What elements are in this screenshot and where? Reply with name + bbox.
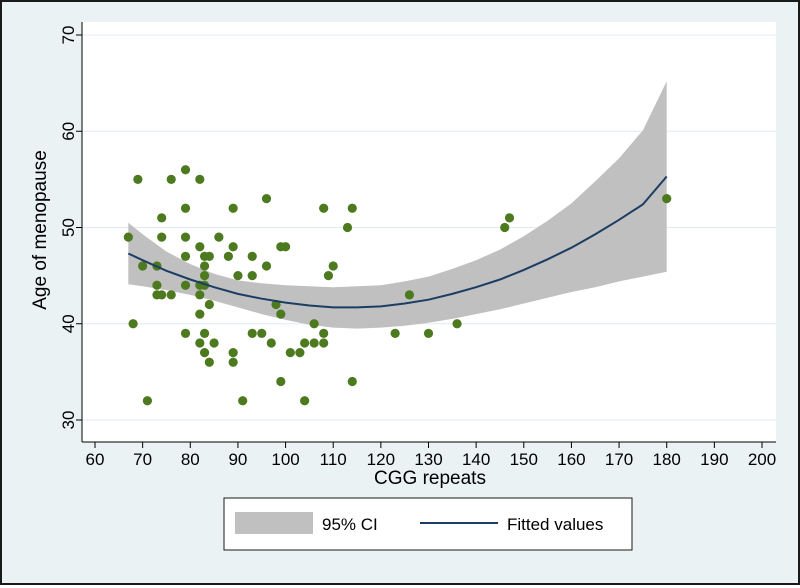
data-point — [247, 328, 257, 338]
data-point — [138, 261, 148, 271]
y-axis-label: Age of menopause — [30, 150, 51, 310]
data-point — [300, 338, 310, 348]
data-point — [214, 232, 224, 242]
x-tick-label: 200 — [748, 450, 776, 469]
data-point — [166, 174, 176, 184]
data-point — [347, 376, 357, 387]
data-point — [204, 299, 214, 310]
x-tick-label: 170 — [605, 450, 633, 469]
data-point — [199, 261, 210, 271]
data-point — [199, 348, 210, 358]
data-point — [257, 328, 267, 338]
legend-ci-label: 95% CI — [322, 515, 378, 534]
data-point — [276, 376, 286, 387]
data-point — [133, 174, 143, 184]
x-tick-label: 120 — [367, 450, 395, 469]
data-point — [157, 213, 167, 223]
y-tick-label: 60 — [59, 122, 78, 141]
data-point — [276, 309, 286, 319]
data-point — [423, 328, 434, 338]
data-point — [238, 396, 248, 406]
data-point — [266, 338, 276, 348]
data-point — [404, 290, 415, 300]
x-tick-label: 90 — [228, 450, 247, 469]
data-point — [504, 213, 515, 223]
data-point — [319, 338, 329, 348]
data-point — [342, 222, 353, 233]
data-point — [223, 251, 233, 261]
data-point — [199, 328, 210, 338]
x-tick-label: 160 — [557, 450, 585, 469]
data-point — [195, 242, 205, 252]
data-point — [261, 194, 272, 204]
data-point — [228, 348, 238, 358]
data-point — [123, 232, 133, 242]
data-point — [285, 348, 295, 358]
x-tick-label: 80 — [181, 450, 200, 469]
data-point — [247, 271, 257, 281]
data-point — [166, 290, 176, 300]
x-tick-label: 60 — [86, 450, 105, 469]
x-tick-label: 150 — [510, 450, 538, 469]
data-point — [452, 319, 462, 329]
data-point — [180, 203, 191, 213]
x-tick-label: 70 — [133, 450, 152, 469]
y-tick-label: 70 — [59, 26, 78, 45]
data-point — [199, 271, 210, 281]
x-axis-label: CGG repeats — [374, 468, 486, 489]
data-point — [309, 319, 319, 329]
data-point — [280, 242, 291, 252]
y-tick-label: 40 — [59, 314, 78, 333]
data-point — [228, 242, 238, 252]
data-point — [209, 338, 219, 348]
plot-area — [82, 22, 776, 442]
data-point — [180, 251, 191, 261]
legend-ci-swatch — [235, 512, 313, 534]
data-point — [152, 280, 162, 290]
data-point — [180, 328, 191, 338]
data-point — [180, 280, 191, 290]
data-point — [128, 319, 138, 329]
data-point — [323, 271, 334, 281]
data-point — [261, 261, 272, 271]
data-point — [319, 203, 329, 213]
x-tick-label: 140 — [462, 450, 490, 469]
data-point — [328, 261, 338, 271]
data-point — [180, 165, 191, 175]
data-point — [662, 194, 672, 204]
data-point — [195, 174, 205, 184]
x-tick-label: 100 — [271, 450, 299, 469]
data-point — [295, 348, 305, 358]
data-point — [319, 328, 329, 338]
data-point — [347, 203, 357, 213]
data-point — [180, 232, 191, 242]
data-point — [195, 309, 205, 319]
data-point — [157, 232, 167, 242]
data-point — [309, 338, 319, 348]
x-tick-label: 180 — [653, 450, 681, 469]
x-tick-label: 110 — [320, 450, 347, 469]
legend: 95% CI Fitted values — [223, 497, 633, 551]
data-point — [195, 290, 205, 300]
data-point — [247, 251, 257, 261]
data-point — [157, 290, 167, 300]
legend-fit-label: Fitted values — [507, 515, 603, 534]
x-tick-label: 130 — [414, 450, 442, 469]
y-tick-label: 50 — [59, 218, 78, 237]
data-point — [300, 396, 310, 406]
data-point — [228, 357, 238, 367]
y-tick-label: 30 — [59, 411, 78, 430]
data-point — [228, 203, 238, 213]
data-point — [390, 328, 400, 338]
data-point — [204, 357, 214, 367]
data-point — [142, 396, 153, 406]
x-tick-label: 190 — [700, 450, 728, 469]
data-point — [204, 251, 214, 261]
data-point — [233, 271, 243, 281]
data-point — [195, 338, 205, 348]
fit-line — [127, 175, 668, 309]
data-point — [500, 222, 510, 233]
